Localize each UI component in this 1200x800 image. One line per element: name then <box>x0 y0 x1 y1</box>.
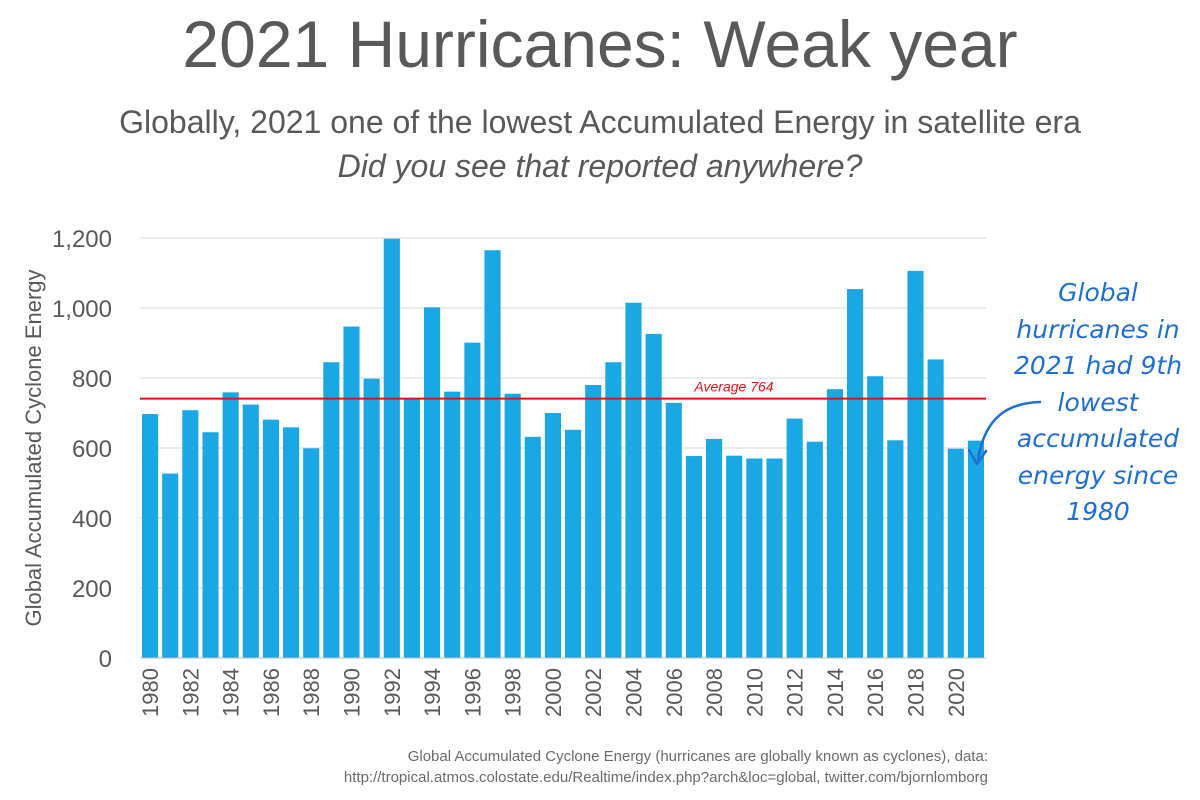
annotation-arrow <box>976 400 1042 462</box>
bar <box>947 448 964 658</box>
y-tick-label: 600 <box>72 436 112 463</box>
bar <box>847 289 864 658</box>
bar <box>182 410 199 658</box>
bar <box>242 404 259 658</box>
x-tick-label: 1980 <box>138 668 163 717</box>
annotation-line: energy since <box>1017 460 1179 490</box>
x-tick-label: 1992 <box>380 668 405 717</box>
bar <box>867 376 884 658</box>
bar <box>464 342 481 658</box>
bar <box>806 441 823 658</box>
bar <box>786 418 803 658</box>
source-note: Global Accumulated Cyclone Energy (hurri… <box>344 746 988 788</box>
x-tick-label: 1996 <box>460 668 485 717</box>
bar <box>202 432 219 658</box>
x-tick-label: 2006 <box>662 668 687 717</box>
bar <box>625 302 642 658</box>
bar <box>323 362 340 658</box>
source-line-1: Global Accumulated Cyclone Energy (hurri… <box>407 748 988 765</box>
annotation-line: 1980 <box>1066 497 1130 526</box>
x-tick-label: 2018 <box>904 668 929 717</box>
bar <box>766 458 783 658</box>
bar <box>665 402 682 658</box>
average-label: Average 764 <box>693 379 773 395</box>
x-tick-label: 2000 <box>541 668 566 717</box>
x-tick-label: 2010 <box>742 668 767 717</box>
bar <box>283 427 300 658</box>
chart-title: 2021 Hurricanes: Weak year <box>182 7 1018 81</box>
bar <box>685 456 702 658</box>
handwritten-annotation: Global hurricanes in 2021 had 9th lowest… <box>996 275 1200 531</box>
bar <box>343 326 360 658</box>
x-tick-label: 2004 <box>622 668 647 717</box>
bar <box>826 389 843 658</box>
x-tick-label: 2020 <box>944 668 969 717</box>
source-line-2: http://tropical.atmos.colostate.edu/Real… <box>343 769 988 786</box>
bar <box>303 448 320 658</box>
bar <box>403 398 420 658</box>
x-tick-label: 1984 <box>219 668 244 717</box>
annotation-line: 2021 had 9th <box>1013 351 1183 380</box>
annotation-line: accumulated <box>1016 424 1180 453</box>
x-tick-label: 1986 <box>259 668 284 717</box>
annotation-line: lowest <box>1057 387 1139 417</box>
y-tick-label: 1,000 <box>52 296 112 323</box>
bar <box>645 333 662 658</box>
x-tick-label: 1994 <box>420 668 445 717</box>
y-tick-label: 400 <box>72 506 112 533</box>
bar <box>967 440 984 658</box>
y-tick-label: 1,200 <box>52 226 112 253</box>
bar <box>484 250 501 658</box>
bar <box>544 413 561 658</box>
bar <box>565 429 582 658</box>
bar <box>504 393 521 658</box>
bar <box>222 392 239 658</box>
x-tick-label: 2014 <box>823 668 848 717</box>
bar <box>363 378 380 658</box>
bar <box>706 438 723 658</box>
bar <box>524 436 541 658</box>
y-tick-label: 200 <box>72 576 112 603</box>
bar <box>605 362 622 658</box>
x-tick-label: 2012 <box>783 668 808 717</box>
bar <box>927 359 944 658</box>
bar <box>162 473 179 658</box>
bar <box>383 238 400 658</box>
bar <box>907 270 924 658</box>
annotation-line: Global <box>1058 278 1138 307</box>
bar <box>726 455 743 658</box>
bar <box>444 391 461 658</box>
x-tick-label: 1998 <box>501 668 526 717</box>
x-tick-label: 2008 <box>702 668 727 717</box>
x-tick-label: 2016 <box>863 668 888 717</box>
bar <box>424 307 441 658</box>
x-tick-label: 1982 <box>178 668 203 717</box>
bar <box>746 458 763 658</box>
x-tick-label: 2002 <box>581 668 606 717</box>
bar <box>262 419 279 658</box>
y-tick-label: 800 <box>72 366 112 393</box>
bar <box>887 440 904 658</box>
y-axis-label: Global Accumulated Cyclone Energy <box>21 269 46 626</box>
y-tick-label: 0 <box>99 646 112 673</box>
annotation-line: hurricanes in <box>1016 314 1180 344</box>
chart-subtitle-question: Did you see that reported anywhere? <box>337 148 863 184</box>
annotation-arrow-head <box>967 448 988 466</box>
bar <box>585 385 602 658</box>
x-tick-label: 1990 <box>340 668 365 717</box>
x-tick-label: 1988 <box>299 668 324 717</box>
bar <box>142 414 159 658</box>
chart-subtitle: Globally, 2021 one of the lowest Accumul… <box>119 104 1081 140</box>
